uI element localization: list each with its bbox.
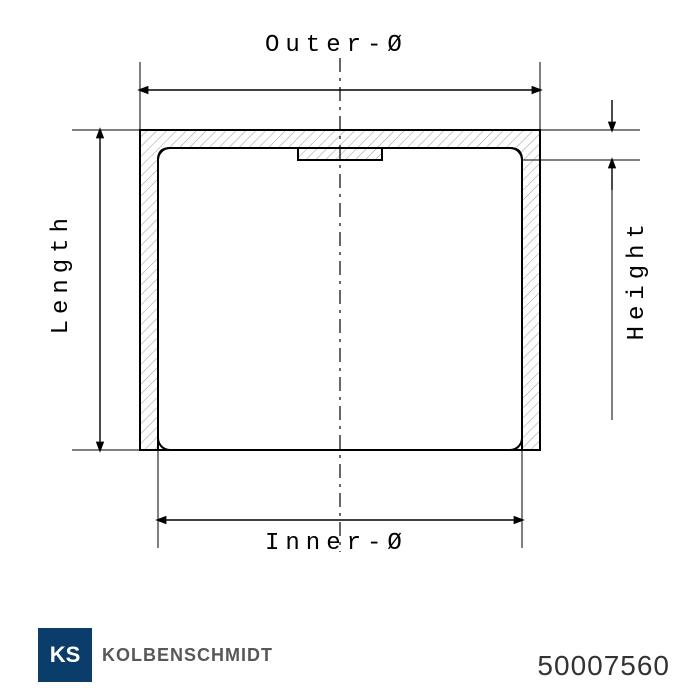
label-inner-diameter: Inner-Ø bbox=[265, 530, 408, 557]
diagram-canvas bbox=[0, 0, 700, 700]
brand-block: KS KOLBENSCHMIDT bbox=[38, 628, 273, 682]
brand-name: KOLBENSCHMIDT bbox=[102, 645, 273, 666]
part-number: 50007560 bbox=[537, 650, 670, 682]
dim-length bbox=[72, 130, 140, 450]
label-height: Height bbox=[624, 218, 651, 340]
brand-logo: KS bbox=[38, 628, 92, 682]
label-length: Length bbox=[48, 212, 75, 334]
label-outer-diameter: Outer-Ø bbox=[265, 32, 408, 59]
